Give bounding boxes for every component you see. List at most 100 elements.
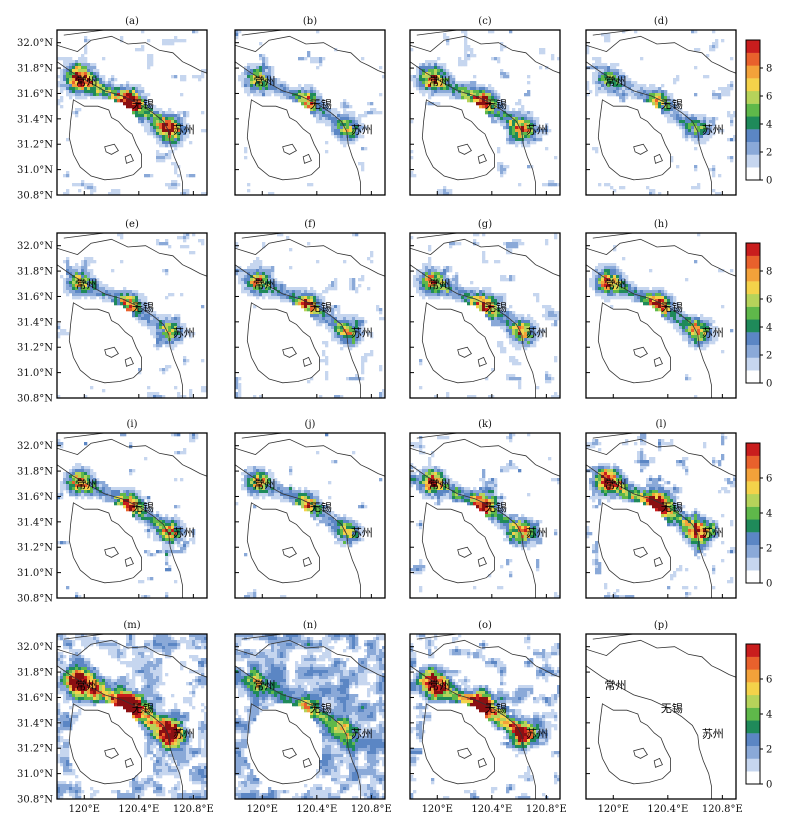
city-label: 常州 (604, 679, 626, 692)
basemap (410, 433, 560, 598)
panel-frame (409, 432, 561, 599)
panel-frame (585, 432, 737, 599)
colorbar-swatch (746, 255, 760, 269)
x-tick-label: 120.4°E (647, 804, 688, 815)
colorbar-swatch (746, 656, 760, 670)
city-label: 无锡 (310, 97, 332, 111)
colorbar-tick-label: 2 (766, 351, 772, 362)
y-tick-label: 31.2°N (17, 140, 53, 151)
precip-field (235, 634, 385, 799)
panel-frame (585, 633, 737, 800)
city-label: 无锡 (132, 97, 154, 111)
colorbar-swatch (746, 493, 760, 507)
city-label: 常州 (253, 478, 275, 491)
city-label: 苏州 (351, 527, 373, 540)
panel-frame (585, 232, 737, 399)
y-tick-label: 31.8°N (17, 467, 53, 478)
colorbar-tick-label: 2 (766, 745, 772, 756)
city-label: 无锡 (485, 97, 507, 111)
y-tick-label: 31.4°N (17, 114, 53, 125)
y-tick-label: 31.2°N (17, 744, 53, 755)
y-tick-label: 31.6°N (17, 292, 53, 303)
city-label: 常州 (428, 478, 450, 491)
colorbar-swatch (746, 78, 760, 92)
basemap (410, 30, 560, 195)
basemap (586, 634, 736, 799)
precip-field (57, 30, 207, 195)
colorbar-tick-label: 0 (766, 176, 772, 187)
y-tick-label: 31.4°N (17, 317, 53, 328)
y-tick-label: 31.6°N (17, 693, 53, 704)
city-label: 苏州 (702, 728, 724, 741)
basemap (57, 233, 207, 398)
colorbar-swatch (746, 682, 760, 696)
colorbar-swatch (746, 344, 760, 358)
panel-frame (234, 232, 386, 399)
x-tick-label: 120°E (598, 804, 629, 815)
x-tick-label: 120.8°E (702, 804, 743, 815)
city-label: 无锡 (310, 701, 332, 715)
colorbar-row-3: 0 2 4 6 (745, 442, 772, 590)
colorbar-swatch (746, 544, 760, 558)
colorbar-swatch (746, 644, 760, 657)
colorbar-swatch (746, 293, 760, 307)
y-tick-label: 30.8°N (17, 394, 53, 405)
city-label: 常州 (604, 278, 626, 291)
precip-field (235, 30, 385, 195)
colorbar-swatch (746, 357, 760, 371)
x-tick-label: 120°E (247, 804, 278, 815)
city-label: 苏州 (702, 327, 724, 340)
city-label: 常州 (428, 679, 450, 692)
city-label: 苏州 (173, 327, 195, 340)
city-label: 无锡 (485, 300, 507, 314)
precip-field (57, 634, 207, 799)
city-label: 苏州 (702, 527, 724, 540)
city-label: 常州 (604, 75, 626, 88)
colorbar-tick-label: 0 (766, 379, 772, 390)
panel-title: (p) (654, 620, 668, 631)
panel-frame (56, 633, 208, 800)
colorbar-tick-label: 6 (766, 474, 772, 485)
colorbar-swatch (746, 268, 760, 282)
city-label: 苏州 (526, 124, 548, 137)
x-tick-label: 120.8°E (526, 804, 567, 815)
panel-title: (h) (654, 219, 668, 230)
panel-title: (i) (126, 419, 137, 430)
panel-title: (n) (303, 620, 317, 631)
precip-field (235, 433, 383, 598)
colorbar-swatch (746, 557, 760, 571)
colorbar-tick-label: 6 (766, 295, 772, 306)
panel-frame (234, 432, 386, 599)
y-tick-label: 31.8°N (17, 668, 53, 679)
city-label: 常州 (75, 75, 97, 88)
colorbar-row-2: 0 2 4 6 8 (745, 242, 772, 390)
colorbar-tick-label: 2 (766, 148, 772, 159)
y-tick-label: 31.8°N (17, 64, 53, 75)
city-label: 常州 (75, 278, 97, 291)
city-label: 常州 (428, 278, 450, 291)
colorbar-swatch (746, 745, 760, 759)
colorbar-tick-label: 0 (766, 780, 772, 791)
panel-frame (585, 29, 737, 196)
colorbar-tick-label: 0 (766, 579, 772, 590)
y-tick-label: 31.0°N (17, 568, 53, 579)
colorbar-swatch (746, 669, 760, 683)
colorbar-swatch (746, 455, 760, 469)
colorbar-swatch (746, 281, 760, 295)
x-tick-label: 120.4°E (118, 804, 159, 815)
city-label: 苏州 (526, 728, 548, 741)
colorbar-row-4: 0 2 4 6 (745, 643, 772, 791)
panel-title: (o) (478, 620, 492, 631)
precip-field (589, 233, 734, 398)
city-label: 常州 (253, 679, 275, 692)
y-tick-label: 31.0°N (17, 769, 53, 780)
city-label: 苏州 (351, 728, 373, 741)
panel-title: (l) (655, 419, 666, 430)
